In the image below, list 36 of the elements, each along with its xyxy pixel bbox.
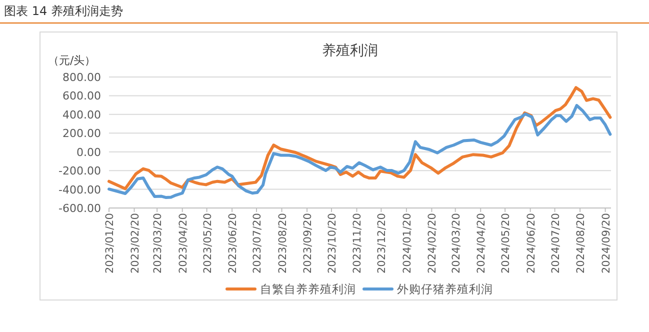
x-tick-label: 2023/04/20	[177, 213, 190, 274]
x-tick-label: 2023/09/20	[302, 213, 314, 274]
x-tick-label: 2023/07/20	[252, 213, 264, 274]
x-tick-label: 2024/01/20	[401, 213, 414, 274]
x-tick-label: 2024/08/20	[575, 213, 588, 274]
y-tick-label: -600.00	[58, 202, 101, 215]
legend-label: 外购仔猪养殖利润	[397, 282, 493, 296]
x-tick-label: 2023/05/20	[202, 213, 214, 274]
y-tick-label: 800.00	[62, 71, 101, 84]
y-tick-label: 0.00	[76, 146, 101, 159]
y-axis-title: （元/头）	[48, 54, 96, 67]
x-tick-label: 2023/11/20	[352, 213, 364, 274]
chart-title: 养殖利润	[322, 43, 378, 59]
x-tick-label: 2024/04/20	[476, 213, 488, 274]
x-tick-label: 2024/05/20	[500, 213, 512, 274]
y-tick-label: 600.00	[62, 90, 101, 103]
x-tick-label: 2024/07/20	[550, 213, 562, 274]
y-tick-label: -200.00	[58, 164, 101, 178]
y-tick-label: 400.00	[62, 108, 101, 122]
legend-label: 自繁自养养殖利润	[260, 282, 356, 296]
x-tick-label: 2023/01/20	[104, 213, 116, 274]
text: 图表 14 养殖利润走势	[4, 4, 123, 18]
x-tick-label: 2023/08/20	[276, 213, 289, 274]
x-tick-label: 2023/03/20	[152, 213, 164, 274]
y-tick-label: 200.00	[62, 127, 101, 140]
line-series	[108, 104, 612, 200]
x-tick-label: 2023/12/20	[376, 213, 388, 274]
y-tick-label: -400.00	[58, 183, 101, 196]
x-tick-label: 2024/06/20	[525, 213, 538, 274]
x-tick-label: 2023/06/20	[227, 213, 240, 274]
line-series	[108, 86, 612, 190]
x-tick-label: 2023/02/20	[129, 213, 142, 274]
x-tick-label: 2023/10/20	[326, 213, 338, 274]
x-tick-label: 2024/02/20	[426, 213, 439, 274]
x-tick-label: 2024/03/20	[450, 213, 462, 274]
x-tick-label: 2024/09/20	[600, 213, 612, 274]
